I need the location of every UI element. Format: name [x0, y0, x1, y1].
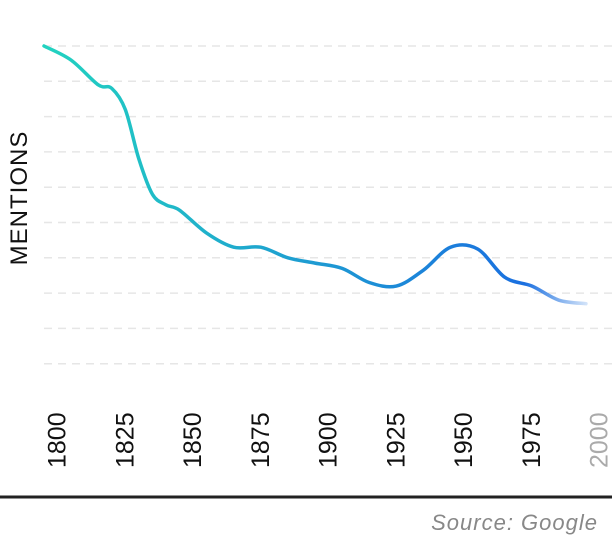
x-tick-label: 1950	[450, 412, 478, 468]
x-tick-label: 1875	[247, 412, 275, 468]
x-tick-label: 1850	[179, 412, 207, 468]
line	[42, 44, 588, 306]
x-tick-label: 1825	[111, 412, 139, 468]
source: Source: Google	[431, 510, 598, 535]
x-tick-label: 2000	[586, 412, 612, 468]
x-tick-label: 1925	[382, 412, 410, 468]
x-tick-label: 1800	[44, 412, 72, 468]
y-axis-label: MENTIONS	[6, 131, 33, 266]
x-tick-label: 1975	[518, 412, 546, 468]
x-tick-label: 1900	[315, 412, 343, 468]
